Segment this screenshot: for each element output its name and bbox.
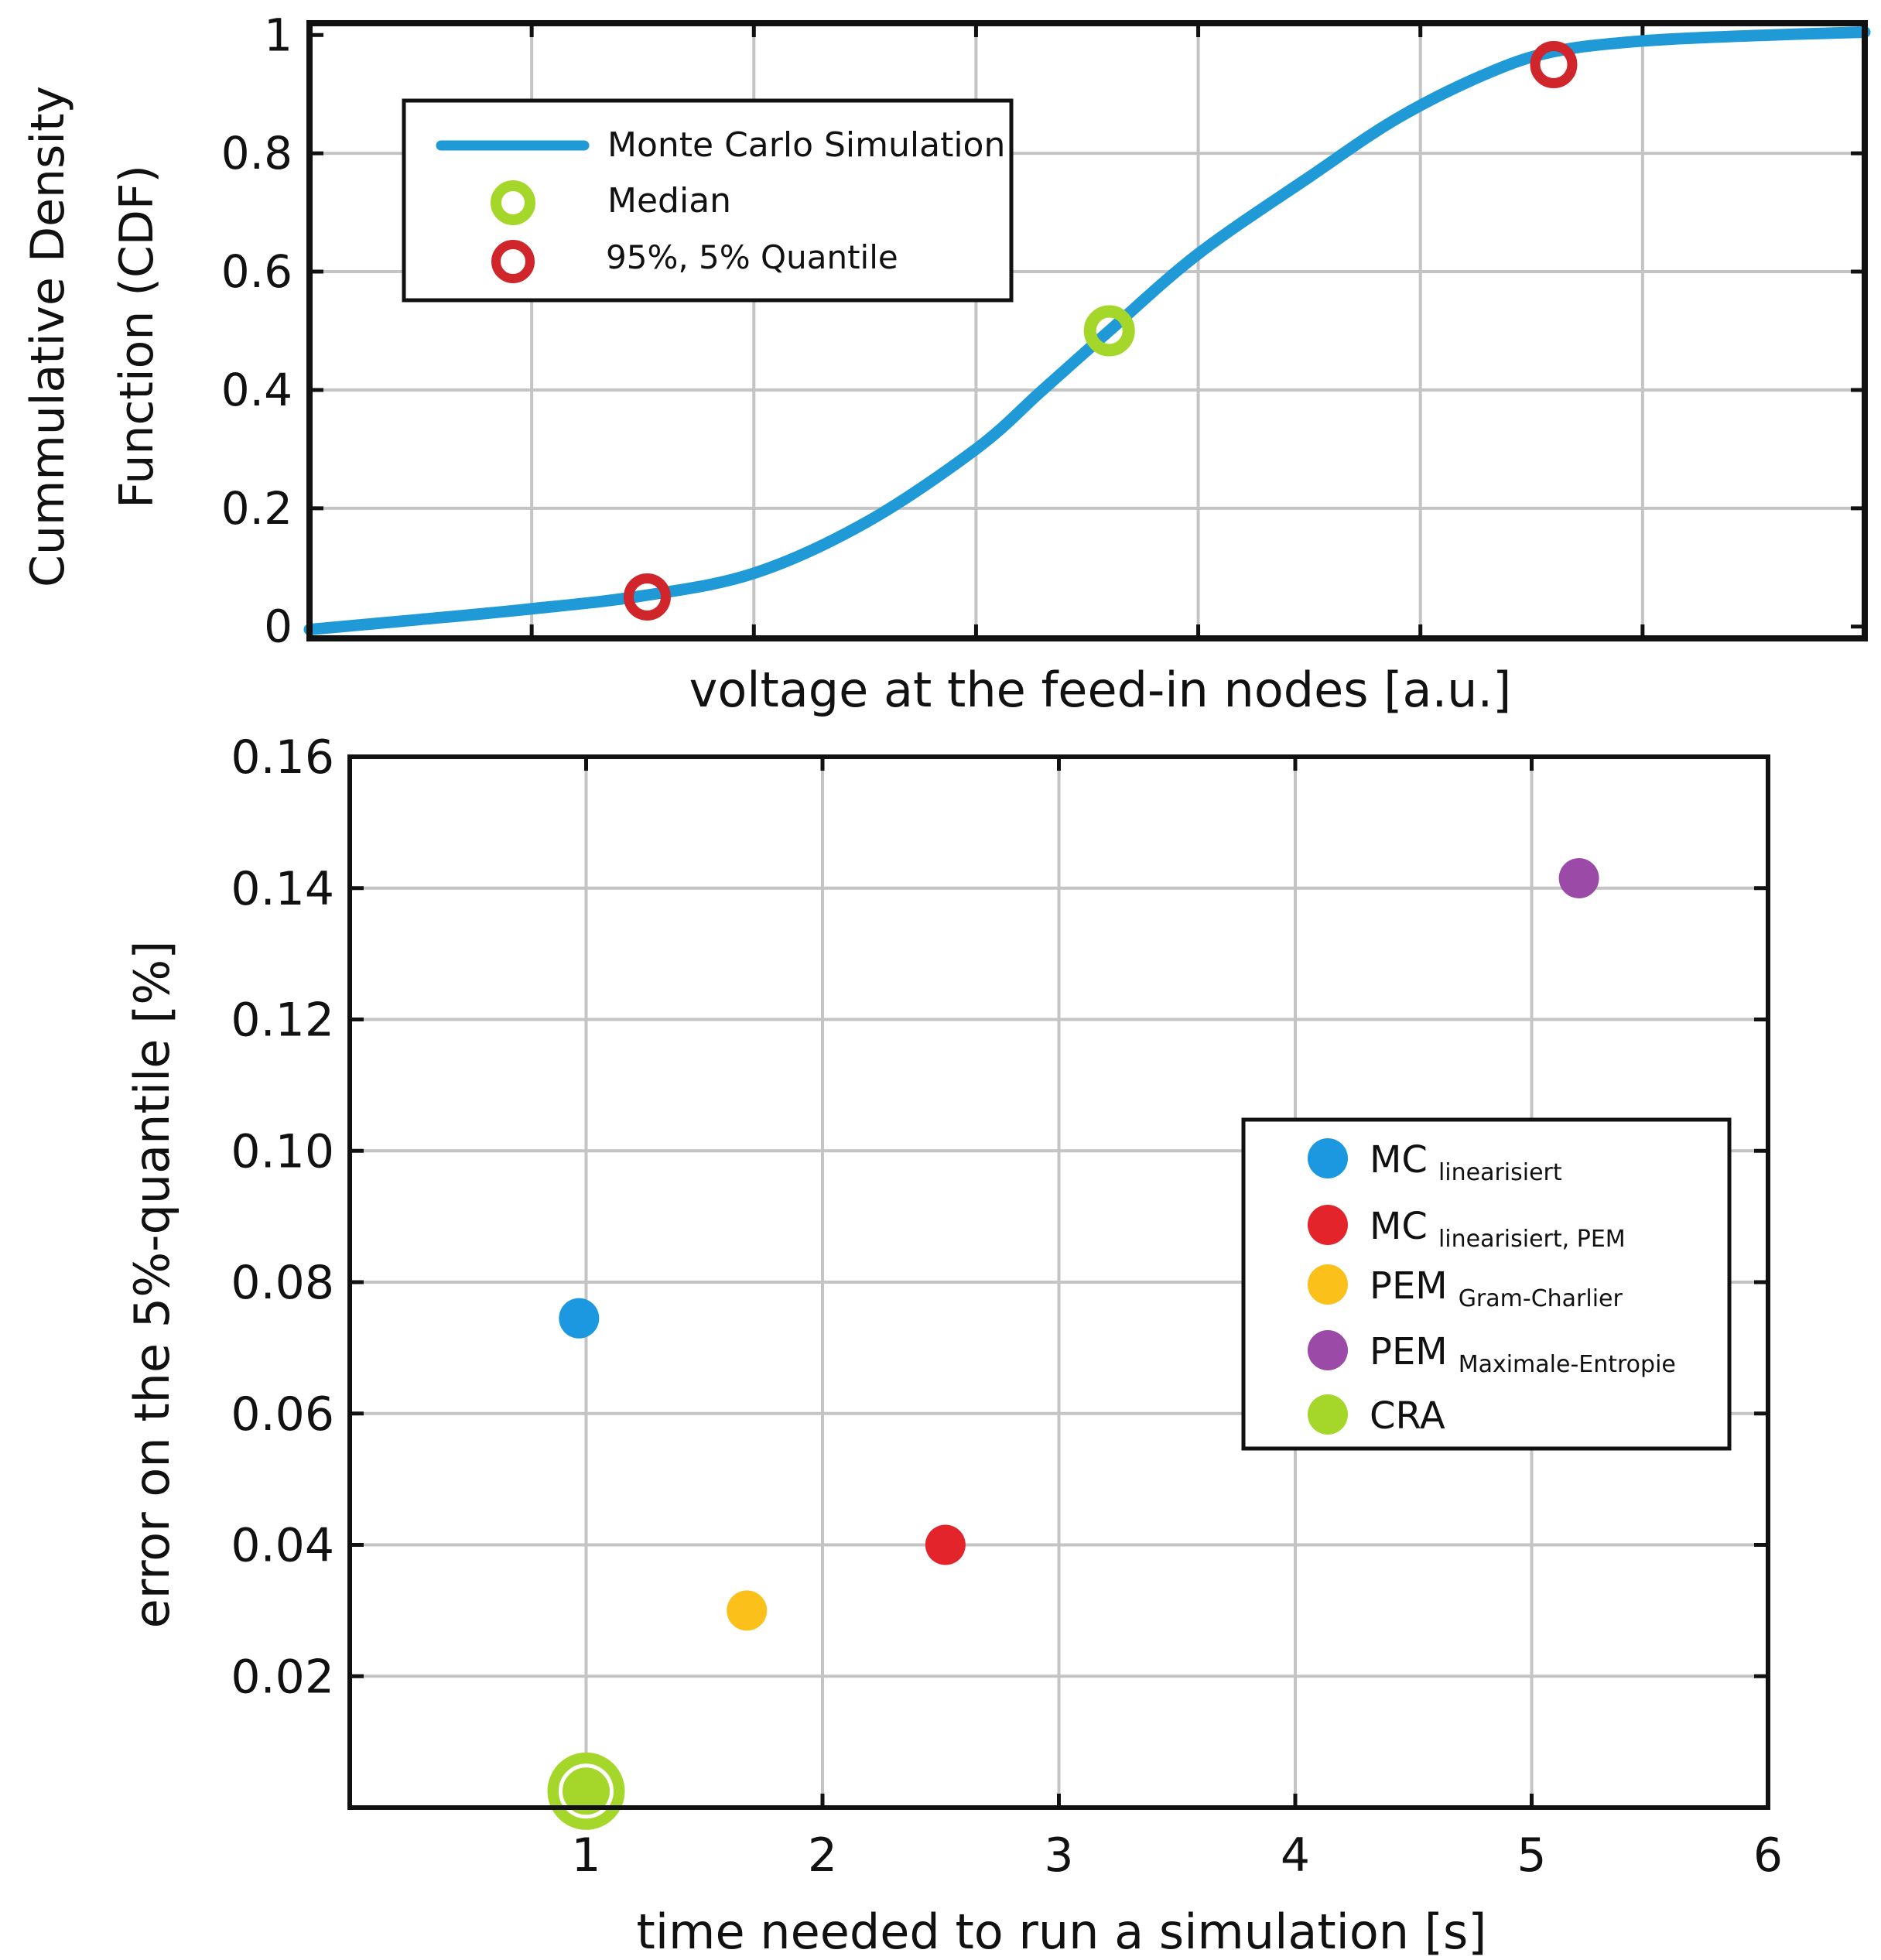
legend-label-cra: CRA: [1370, 1394, 1445, 1438]
legend-label-mc-linearisiert: MC linearisiert: [1370, 1138, 1562, 1186]
median-ring-icon: [491, 180, 535, 225]
legend-dot-pem-maximale-entropie: [1308, 1330, 1348, 1370]
legend-dot-mc-linearisiert: [1308, 1138, 1348, 1178]
cdf-markers: [623, 41, 1578, 621]
scatter-y-tick-label: 0.16: [231, 730, 334, 785]
cdf-y-tick-label: 0.6: [221, 245, 292, 298]
scatter-x-tick-label: 3: [1044, 1828, 1073, 1883]
point-mc-linearisiert: [559, 1298, 600, 1339]
cdf-plot-frame: [306, 20, 1868, 641]
legend-dot-cra: [1308, 1394, 1348, 1435]
scatter-x-tick-label: 2: [808, 1828, 837, 1883]
cdf-y-axis-label-line-2: Function (CDF): [110, 165, 164, 508]
cdf-legend: Monte Carlo Simulation Median 95%, 5% Qu…: [402, 98, 1014, 303]
scatter-plot-frame: [347, 754, 1770, 1810]
scatter-y-tick-label: 0.02: [231, 1650, 334, 1704]
legend-label-pem-maximale-entropie: PEM Maximale-Entropie: [1370, 1330, 1676, 1378]
legend-dot-mc-linearisiert-pem: [1308, 1205, 1348, 1245]
scatter-y-tick-label: 0.10: [231, 1124, 334, 1178]
quantile-marker: [623, 573, 671, 621]
cdf-chart: 0 0.2 0.4 0.6 0.8 1 Monte Carlo Simulation Me…: [21, 9, 1871, 718]
scatter-legend: MC linearisiert MC linearisiert, PEM PEM Gram…: [1241, 1117, 1732, 1451]
legend-label-median: Median: [607, 181, 731, 221]
scatter-y-tick-label: 0.14: [231, 862, 334, 916]
scatter-x-tick-label: 1: [571, 1828, 600, 1883]
scatter-y-tick-label: 0.06: [231, 1387, 334, 1442]
cdf-y-tick-label: 0.8: [221, 127, 292, 180]
scatter-y-axis-label: error on the 5%-quantile [%]: [124, 941, 180, 1629]
legend-label-quantile: 95%, 5% Quantile: [606, 238, 898, 276]
legend-quantile-ring-icon: [491, 240, 535, 283]
cdf-x-axis-label: voltage at the feed-in nodes [a.u.]: [689, 662, 1512, 718]
cdf-y-tick-label: 0.4: [221, 364, 292, 416]
quantile-marker: [1530, 41, 1578, 89]
scatter-points: [547, 858, 1599, 1830]
cdf-y-tick-label: 1: [264, 9, 292, 61]
point-mc-linearisiert-pem: [925, 1524, 966, 1565]
point-pem-maximale-entropie: [1558, 858, 1599, 899]
scatter-y-tick-labels: 0.02 0.04 0.06 0.08 0.10 0.12 0.14 0.16: [231, 730, 334, 1704]
point-cra-ring: [559, 1763, 614, 1819]
scatter-y-tick-label: 0.08: [231, 1256, 334, 1310]
cdf-y-tick-label: 0.2: [221, 482, 292, 535]
scatter-x-axis-label: time needed to run a simulation [s]: [637, 1904, 1487, 1960]
cdf-y-axis-label-line-1: Cummulative Density: [21, 86, 75, 587]
legend-label-pem-gram-charlier: PEM Gram-Charlier: [1370, 1264, 1623, 1312]
quantile-ring-icon: [491, 240, 535, 283]
scatter-y-tick-label: 0.12: [231, 994, 334, 1048]
scatter-x-tick-label: 5: [1517, 1828, 1546, 1883]
legend-median-ring-icon: [491, 180, 535, 225]
point-cra: [564, 1769, 608, 1813]
point-pem-gram-charlier: [727, 1590, 768, 1631]
scatter-x-tick-labels: 1 2 3 4 5 6: [571, 1828, 1783, 1883]
cdf-y-tick-labels: 0 0.2 0.4 0.6 0.8 1: [221, 9, 292, 652]
scatter-x-tick-label: 4: [1281, 1828, 1310, 1883]
scatter-x-tick-label: 6: [1753, 1828, 1783, 1883]
legend-dot-pem-gram-charlier: [1308, 1264, 1348, 1305]
legend-label-mc-linearisiert-pem: MC linearisiert, PEM: [1370, 1205, 1626, 1253]
scatter-y-tick-label: 0.04: [231, 1519, 334, 1573]
cdf-y-tick-label: 0: [264, 600, 292, 653]
median-marker: [1083, 305, 1135, 357]
legend-label-monte-carlo: Monte Carlo Simulation: [607, 125, 1005, 165]
